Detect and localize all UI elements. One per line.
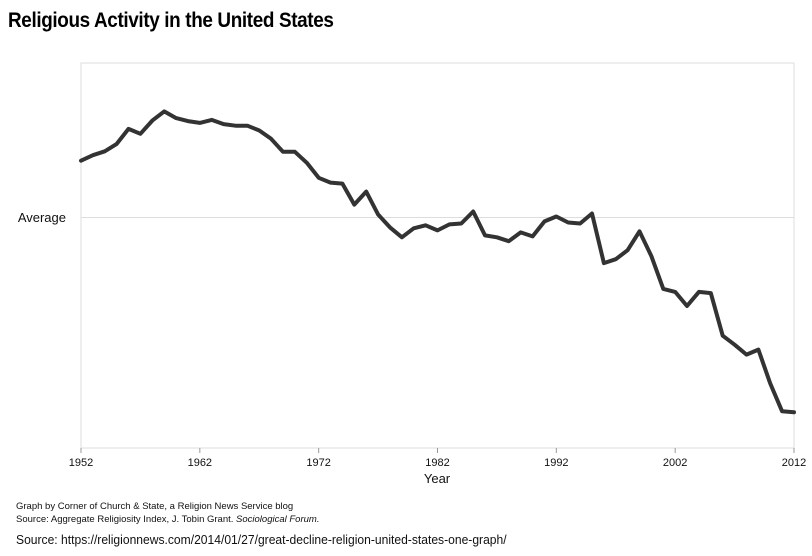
line-chart: Average 1952 1962 1972 1982 1992 2002 2012 Yea… [18,62,806,486]
x-tick-label-1962: 1962 [188,457,212,469]
x-tick-label-1992: 1992 [544,457,568,469]
x-tick-label-2002: 2002 [663,457,687,469]
x-axis-label: Year [424,471,451,486]
x-axis-ticks: 1952 1962 1972 1982 1992 2002 2012 [69,448,806,469]
x-tick-label-2012: 2012 [782,457,806,469]
source-url: Source: https://religionnews.com/2014/01… [16,532,507,547]
average-label: Average [18,210,66,225]
footnote-source-journal: Sociological Forum. [236,514,320,525]
footnote-credit: Graph by Corner of Church & State, a Rel… [16,501,294,512]
chart-title: Religious Activity in the United States [8,9,334,32]
footnote-source-prefix: Source: Aggregate Religiosity Index, J. … [16,514,237,525]
x-tick-label-1952: 1952 [69,457,93,469]
series-line-religious-activity [79,109,796,415]
x-tick-label-1982: 1982 [425,457,449,469]
x-tick-label-1972: 1972 [306,457,330,469]
footnote-source: Source: Aggregate Religiosity Index, J. … [16,514,319,525]
